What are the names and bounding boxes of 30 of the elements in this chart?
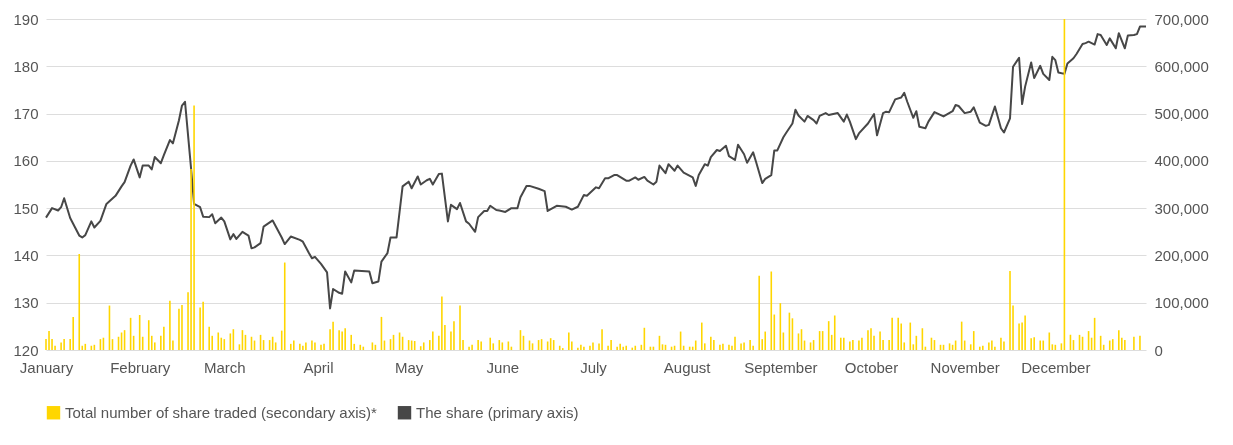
x-tick-label: July: [580, 358, 608, 376]
y-tick-label: 120: [13, 341, 39, 359]
y2-tick-label: 300,000: [1154, 199, 1209, 217]
legend-label: The share (primary axis): [416, 403, 579, 421]
x-tick-label: December: [1021, 358, 1091, 376]
x-tick-label: January: [19, 358, 74, 376]
y2-tick-label: 400,000: [1154, 152, 1209, 170]
y2-tick-label: 500,000: [1154, 105, 1209, 123]
x-tick-label: September: [744, 358, 818, 376]
x-tick-label: April: [303, 358, 334, 376]
y-tick-label: 170: [13, 105, 39, 123]
y-tick-label: 160: [13, 152, 39, 170]
x-tick-label: February: [110, 358, 171, 376]
y-tick-label: 140: [13, 246, 39, 264]
x-tick-label: October: [844, 358, 899, 376]
x-tick-label: May: [394, 358, 424, 376]
y-tick-label: 190: [13, 10, 39, 28]
y-tick-label: 130: [13, 294, 39, 312]
y-tick-label: 150: [13, 199, 39, 217]
y2-tick-label: 600,000: [1154, 57, 1209, 75]
y2-tick-label: 700,000: [1154, 10, 1209, 28]
y2-tick-label: 200,000: [1154, 246, 1209, 264]
x-tick-label: June: [486, 358, 520, 376]
x-tick-label: November: [930, 358, 1000, 376]
x-tick-label: August: [663, 358, 712, 376]
x-tick-label: March: [203, 358, 246, 376]
legend-label: Total number of share traded (secondary axis)*: [65, 403, 377, 421]
y2-tick-label: 100,000: [1154, 294, 1209, 312]
y2-tick-label: 0: [1154, 341, 1163, 359]
y-tick-label: 180: [13, 57, 39, 75]
